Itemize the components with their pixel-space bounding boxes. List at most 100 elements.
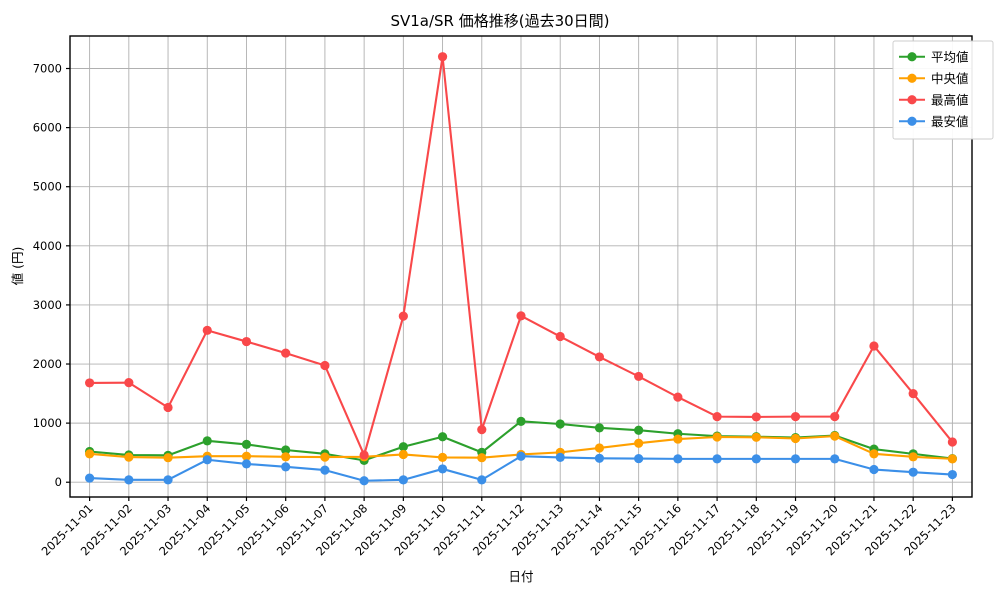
data-point <box>790 433 801 444</box>
data-point <box>241 439 252 449</box>
y-axis-label: 値 (円) <box>10 247 25 286</box>
legend-swatch-marker <box>907 52 917 62</box>
data-point <box>359 450 369 460</box>
legend-label: 平均値 <box>931 49 969 64</box>
gridlines <box>70 36 972 497</box>
data-point <box>908 388 918 399</box>
y-tick-label: 1000 <box>33 416 62 430</box>
data-point <box>124 452 134 462</box>
data-point <box>830 412 840 422</box>
series-3 <box>85 52 957 460</box>
legend-swatch-marker <box>907 116 917 126</box>
data-point <box>398 475 408 485</box>
data-point <box>594 352 605 362</box>
legend-swatch-marker <box>907 73 917 83</box>
y-tick-label: 4000 <box>33 239 62 253</box>
data-point <box>751 412 761 422</box>
data-point <box>124 378 134 388</box>
data-point <box>163 453 173 463</box>
legend-item-4[interactable]: 最安値 <box>899 114 969 129</box>
y-tick-label: 0 <box>55 475 62 489</box>
data-point <box>437 432 448 442</box>
data-point <box>241 451 252 461</box>
legend-label: 最安値 <box>931 114 969 129</box>
data-point <box>202 436 212 446</box>
series-4 <box>85 451 957 486</box>
data-point <box>673 392 683 402</box>
data-point <box>634 425 644 435</box>
data-point <box>202 325 212 335</box>
data-point <box>320 360 330 371</box>
data-point <box>437 464 448 474</box>
data-point <box>594 423 605 433</box>
data-point <box>947 469 957 480</box>
data-point <box>241 459 252 469</box>
data-point <box>908 452 918 462</box>
data-point <box>869 341 879 351</box>
data-point <box>281 452 291 462</box>
data-point <box>163 475 173 485</box>
legend-swatch-marker <box>907 95 917 105</box>
data-point <box>790 412 801 422</box>
data-point <box>320 465 330 475</box>
y-tick-label: 5000 <box>33 180 62 194</box>
data-point <box>555 331 565 342</box>
y-tick-label: 2000 <box>33 357 62 371</box>
data-point <box>477 453 487 463</box>
data-point <box>477 475 487 485</box>
data-point <box>516 451 526 461</box>
data-point <box>712 412 722 422</box>
data-point <box>398 449 408 460</box>
data-point <box>673 434 683 444</box>
data-point <box>85 473 95 483</box>
plot-area-frame <box>69 35 973 498</box>
legend-background <box>892 40 994 140</box>
y-tick-label: 6000 <box>33 121 62 135</box>
data-point <box>790 454 801 464</box>
data-point <box>869 449 879 459</box>
data-point <box>947 454 957 464</box>
data-point <box>320 452 330 462</box>
data-point <box>437 52 448 62</box>
data-point <box>634 453 644 464</box>
data-point <box>516 311 526 321</box>
data-point <box>163 402 173 413</box>
data-point <box>124 475 134 485</box>
data-point <box>398 311 408 321</box>
x-axis-label: 日付 <box>508 569 533 584</box>
data-point <box>594 443 605 453</box>
data-point <box>830 454 840 464</box>
data-point <box>398 442 408 452</box>
data-point <box>516 416 526 426</box>
legend-item-1[interactable]: 平均値 <box>899 49 969 64</box>
legend-item-2[interactable]: 中央値 <box>899 71 969 86</box>
y-axis-ticks: 0 1000 2000 3000 4000 5000 6000 7000 <box>33 62 70 489</box>
data-point <box>437 452 448 463</box>
data-point <box>281 462 291 472</box>
data-point <box>594 453 605 463</box>
data-point <box>85 378 95 388</box>
data-point <box>634 371 644 382</box>
y-tick-label: 7000 <box>33 62 62 76</box>
data-point <box>202 455 212 465</box>
data-point <box>281 348 291 358</box>
legend-label: 中央値 <box>931 71 969 86</box>
data-series-layer <box>85 52 957 486</box>
legend-item-3[interactable]: 最高値 <box>899 92 969 107</box>
data-point <box>555 419 565 429</box>
data-point <box>85 449 95 459</box>
data-point <box>712 454 722 464</box>
data-point <box>947 437 957 447</box>
data-point <box>673 454 683 464</box>
data-point <box>751 454 761 464</box>
data-point <box>908 467 918 477</box>
data-point <box>477 425 487 435</box>
data-point <box>869 464 879 475</box>
legend-label: 最高値 <box>931 92 969 107</box>
chart-title: SV1a/SR 価格推移(過去30日間) <box>390 12 609 30</box>
data-point <box>555 452 565 463</box>
data-point <box>751 432 761 442</box>
